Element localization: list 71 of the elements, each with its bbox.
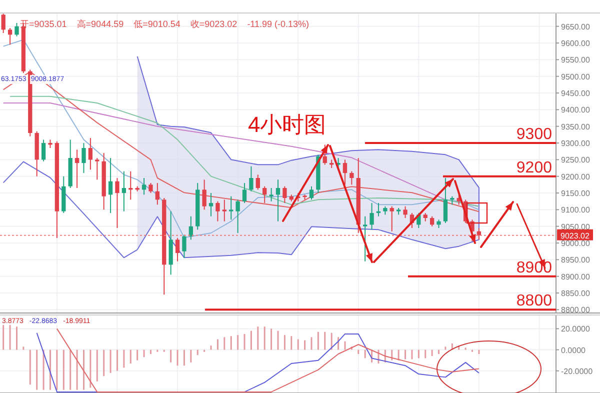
y-tick-label: 8900.00	[561, 272, 590, 282]
y-tick-label: -20.0000	[561, 366, 594, 376]
candlestick	[370, 202, 374, 230]
candlestick	[236, 199, 240, 234]
candlestick	[276, 179, 280, 222]
candlestick	[342, 159, 348, 186]
candlestick	[249, 166, 254, 192]
candlestick	[430, 216, 434, 227]
candlestick	[476, 228, 482, 240]
y-tick-label: 9150.00	[561, 189, 590, 198]
candlestick	[122, 170, 126, 212]
y-tick-label: 9450.00	[561, 89, 590, 98]
ref-line-label: 8800	[516, 292, 552, 310]
candlestick	[1, 13, 6, 34]
candlestick	[142, 178, 146, 196]
y-tick-label: 9350.00	[561, 122, 590, 132]
candlestick	[188, 216, 193, 240]
candlestick	[443, 178, 448, 224]
candlestick	[88, 138, 93, 170]
ref-line-label: 9200	[516, 159, 552, 176]
text: 4小时图	[248, 112, 326, 137]
annotation: 低=9010.54	[134, 19, 180, 29]
candlestick	[262, 186, 267, 204]
y-tick-label: 20.0000	[561, 324, 590, 334]
candlestick	[202, 179, 206, 210]
annotation: 开=9035.01	[20, 19, 67, 29]
candlestick	[363, 216, 368, 262]
y-tick-label: 8850.00	[561, 289, 590, 298]
candlestick	[95, 158, 100, 180]
candlestick	[14, 22, 19, 37]
candlestick	[8, 28, 12, 46]
candlestick	[216, 200, 220, 222]
y-tick-label: 9550.00	[561, 56, 590, 65]
candlestick	[82, 142, 86, 174]
y-tick-label: 9600.00	[561, 39, 590, 48]
candlestick	[256, 174, 260, 190]
y-tick-label: 9250.00	[561, 156, 590, 165]
ref-line-label: 9300	[516, 126, 552, 143]
y-tick-label: 9200.00	[561, 172, 590, 182]
y-tick-label: 8950.00	[561, 256, 590, 265]
candlestick	[390, 206, 394, 232]
y-tick-label: 9400.00	[561, 106, 590, 115]
candlestick	[175, 238, 180, 262]
ref-line-label: 9023.02	[560, 231, 590, 240]
y-tick-label: 0.0000	[561, 346, 586, 355]
annotation: 收=9023.02	[190, 19, 238, 29]
candlestick	[148, 182, 153, 194]
candlestick	[115, 178, 120, 228]
candlestick	[208, 192, 214, 217]
candlestick	[41, 139, 46, 162]
candlestick	[350, 170, 354, 186]
candlestick	[108, 158, 113, 214]
candlestick	[229, 196, 234, 220]
y-tick-label: 9500.00	[561, 72, 590, 82]
candlestick	[155, 182, 160, 206]
annotation: 高=9044.59	[76, 19, 124, 29]
candlestick	[242, 182, 247, 204]
y-tick-label: 8800.00	[561, 306, 590, 315]
candlestick	[74, 149, 80, 188]
candlestick	[403, 206, 408, 218]
y-tick-label: 9650.00	[561, 22, 590, 32]
y-tick-label: 9000.00	[561, 239, 590, 248]
candlestick	[309, 186, 314, 200]
candlestick	[222, 199, 226, 222]
y-tick-label: 9050.00	[561, 222, 590, 232]
y-tick-label: 9100.00	[561, 206, 590, 215]
annotation: -11.99 (-0.13%)	[247, 19, 310, 29]
candlestick	[269, 188, 274, 202]
candlestick	[282, 186, 287, 204]
y-tick-label: 9300.00	[561, 139, 590, 148]
candlestick	[182, 234, 186, 258]
